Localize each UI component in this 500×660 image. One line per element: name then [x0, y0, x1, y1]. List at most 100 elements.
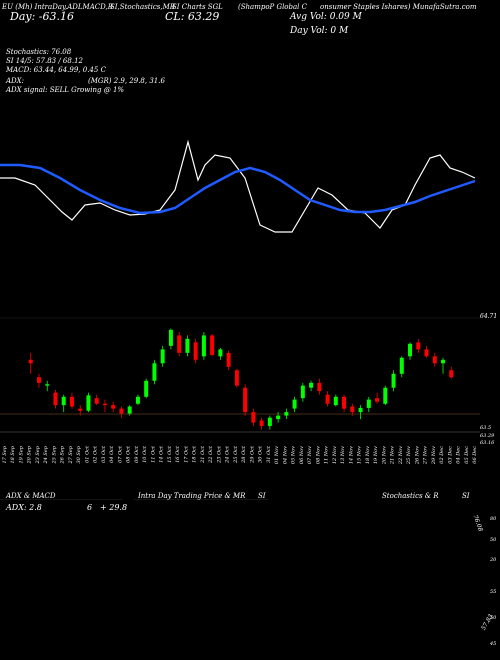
adx-values: (MGR) 2.9, 29.8, 31.6 — [88, 77, 165, 85]
candle-body — [267, 417, 272, 427]
x-tick-label: 03 Oct — [101, 445, 107, 463]
x-tick-label: 22 Nov — [398, 446, 404, 465]
level-63-16: 63.16 — [480, 440, 495, 446]
avg-vol-label: Avg Vol: 0.09 M — [290, 12, 362, 22]
candle-body — [168, 329, 173, 346]
x-tick-label: 05 Dec — [464, 446, 470, 464]
candle-body — [94, 398, 99, 404]
rsi-level-45: 45 — [490, 641, 497, 647]
adx-num1: 6 — [87, 503, 93, 512]
candle-body — [292, 399, 297, 409]
x-tick-label: 08 Nov — [315, 446, 321, 464]
candle-body — [366, 399, 371, 408]
candle-body — [78, 408, 83, 411]
candle-body — [144, 380, 149, 397]
candle-body — [127, 406, 132, 414]
x-tick-label: 17 Oct — [183, 445, 189, 463]
candle-body — [342, 396, 347, 409]
candle-body — [45, 384, 50, 386]
header-title-2: SI,Stochastics,MR — [110, 3, 176, 11]
x-tick-label: 02 Dec — [439, 446, 445, 464]
close-label: CL: 63.29 — [165, 10, 220, 23]
adx-label: ADX: — [6, 77, 25, 85]
si-label: SI 14/5: 57.83 / 68.12 — [6, 57, 83, 65]
stoch-title-2: SI — [462, 492, 470, 500]
x-tick-label: 25 Oct — [233, 445, 239, 464]
x-tick-label: 30 Oct — [258, 445, 264, 463]
rsi-level-50: 50 — [490, 615, 497, 621]
candle-body — [69, 396, 74, 407]
level-63-5: 63.5 — [480, 425, 492, 431]
x-tick-label: 21 Nov — [390, 446, 396, 465]
candle-body — [251, 412, 256, 423]
header-title-5: onsumer Staples Ishares) MunafaSutra.com — [320, 3, 477, 11]
x-tick-label: 08 Oct — [126, 445, 132, 463]
x-tick-label: 26 Sep — [60, 445, 66, 464]
candle-body — [61, 396, 66, 406]
adx-signal: ADX signal: SELL Growing @ 1% — [6, 86, 125, 94]
x-tick-label: 25 Sep — [51, 445, 57, 464]
x-tick-label: 18 Oct — [192, 445, 198, 463]
candle-body — [28, 359, 33, 364]
candle-body — [383, 387, 388, 404]
candle-body — [177, 335, 182, 353]
candle-body — [210, 335, 215, 355]
intra-title-2: SI — [258, 492, 266, 500]
candle-body — [424, 349, 429, 357]
x-tick-label: 19 Nov — [373, 446, 379, 464]
x-tick-label: 18 Nov — [365, 446, 371, 464]
candle-body — [185, 338, 190, 353]
candle-body — [325, 394, 330, 404]
stoch-level-50: 50 — [490, 537, 497, 543]
x-tick-label: 01 Oct — [84, 445, 90, 463]
x-tick-label: 22 Oct — [208, 445, 214, 464]
x-tick-label: 27 Sep — [68, 445, 74, 464]
x-tick-label: 03 Dec — [447, 446, 453, 464]
candle-body — [358, 407, 363, 413]
x-tick-label: 30 Sep — [76, 445, 82, 463]
day-label: Day: -63.16 — [10, 10, 75, 23]
upper-white-line — [0, 139, 476, 233]
candle-body — [309, 382, 314, 388]
candle-body — [333, 396, 338, 406]
candle-body — [193, 342, 198, 360]
x-tick-label: 31 Oct — [266, 445, 272, 463]
x-tick-label: 10 Oct — [142, 445, 148, 463]
x-tick-label: 29 Nov — [431, 446, 437, 465]
candle-body — [135, 396, 140, 404]
stoch-title: Stochastics & R — [382, 492, 439, 500]
candle-body — [432, 356, 437, 364]
candle-body — [300, 385, 305, 399]
price-chart: 17 Sep 18 Sep 19 Sep 20 Sep 23 Sep 24 Sep 25 S… — [0, 139, 480, 500]
upper-blue-line — [0, 163, 476, 215]
candle-body — [399, 357, 404, 374]
candle-body — [449, 370, 454, 378]
x-tick-label: 28 Oct — [241, 445, 247, 464]
candle-body — [86, 395, 91, 411]
adx-macd-title: ADX & MACD — [6, 492, 56, 500]
adx-value: ADX: 2.8 — [6, 503, 42, 512]
candle-body — [119, 408, 124, 414]
x-tick-label: 23 Sep — [35, 445, 41, 464]
x-tick-label: 06 Dec — [472, 446, 478, 464]
x-tick-label: 06 Nov — [299, 446, 305, 464]
x-tick-label: 26 Nov — [414, 446, 420, 465]
candle-body — [350, 406, 355, 413]
x-tick-label: 19 Sep — [18, 445, 24, 463]
candle-body — [152, 363, 157, 381]
candle-body — [36, 377, 41, 383]
candle-body — [276, 415, 281, 420]
candle-body — [111, 405, 116, 409]
x-tick-label: 01 Nov — [274, 446, 280, 464]
x-tick-label: 21 Oct — [200, 445, 206, 464]
x-tick-label: 12 Nov — [332, 446, 338, 464]
x-tick-label: 18 Sep — [10, 445, 16, 463]
x-tick-label: 02 Oct — [93, 445, 99, 463]
candle-body — [441, 359, 446, 364]
x-tick-label: 23 Oct — [216, 445, 222, 464]
rsi-value: 57.83 — [480, 613, 495, 632]
candle-body — [284, 412, 289, 416]
stoch-level-80: 80 — [490, 516, 497, 522]
x-tick-label: 20 Nov — [381, 446, 387, 465]
price-right-label: 64.71 — [480, 313, 498, 320]
